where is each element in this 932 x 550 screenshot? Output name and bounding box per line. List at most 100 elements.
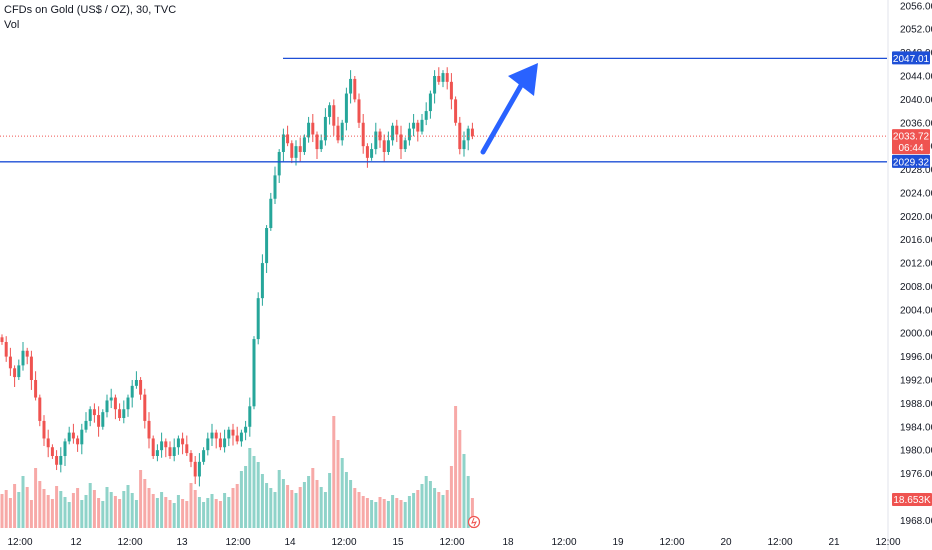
candle: [202, 447, 206, 465]
candles: [0, 67, 474, 487]
volume-bar: [340, 458, 344, 528]
candle: [151, 435, 155, 459]
volume-bar: [143, 479, 147, 528]
candle: [210, 423, 214, 447]
volume-bar: [97, 498, 101, 528]
candle: [466, 125, 470, 151]
volume-bar: [286, 485, 290, 528]
candle: [424, 102, 428, 126]
candle: [269, 192, 273, 231]
price-tick: 1984.00: [900, 422, 932, 433]
time-tick: 12:00: [225, 537, 250, 548]
candle: [248, 397, 252, 437]
clock-icon[interactable]: [467, 515, 481, 529]
volume-bar: [454, 406, 458, 528]
volume-bar: [101, 501, 105, 528]
candle: [323, 108, 327, 146]
candle: [239, 429, 243, 447]
candle: [332, 99, 336, 136]
volume-bar: [151, 494, 155, 528]
candle: [88, 406, 92, 427]
volume-bar: [130, 493, 134, 528]
candle: [185, 435, 189, 456]
volume-bar: [189, 483, 193, 528]
volume-bar: [349, 480, 353, 528]
volume-bar: [202, 502, 206, 528]
candle: [365, 143, 369, 168]
time-tick: 12:00: [331, 537, 356, 548]
candle: [181, 432, 185, 455]
level-tag-lower: [892, 154, 930, 168]
volume-bar: [407, 496, 411, 528]
volume-bar: [67, 502, 71, 528]
volume-bar: [231, 488, 235, 528]
candle: [84, 412, 88, 433]
volume-bar: [4, 490, 8, 528]
volume-bar: [466, 476, 470, 528]
candle: [441, 70, 445, 88]
candle: [214, 429, 218, 449]
candle: [218, 432, 222, 451]
candle: [273, 166, 277, 205]
level-tag-upper-text: 2047.01: [893, 54, 930, 65]
volume-bar: [353, 488, 357, 528]
time-tick: 12:00: [875, 537, 900, 548]
level-tag-upper: [892, 51, 930, 65]
volume-bar: [281, 479, 285, 528]
volume-bar: [147, 488, 151, 528]
volume-bar: [273, 492, 277, 528]
candle: [235, 426, 239, 445]
volume-bar: [227, 497, 231, 528]
price-tick: 2028.00: [900, 165, 932, 176]
candle: [113, 394, 117, 420]
volume-bar: [370, 500, 374, 528]
candle: [449, 73, 453, 110]
candle: [160, 432, 164, 458]
candle: [260, 254, 264, 306]
price-tick: 2040.00: [900, 95, 932, 106]
arrow-shaft[interactable]: [480, 79, 526, 155]
volume-bar: [17, 492, 21, 528]
time-tick: 15: [392, 537, 404, 548]
volume-bar: [155, 498, 159, 528]
candle: [315, 131, 319, 160]
volume-bar: [458, 430, 462, 528]
candle: [256, 292, 260, 345]
candle: [361, 114, 365, 154]
volume-bar: [328, 473, 332, 528]
price-tick: 2052.00: [900, 25, 932, 36]
volume-bars: [0, 406, 474, 528]
volume-bar: [428, 481, 432, 528]
candle: [302, 134, 306, 155]
candle: [433, 70, 437, 104]
arrow-head[interactable]: [508, 63, 538, 96]
volume-bar: [449, 466, 453, 528]
volume-bar: [412, 493, 416, 528]
volume-bar: [25, 487, 29, 528]
candle: [92, 403, 96, 423]
price-tick: 2044.00: [900, 72, 932, 83]
volume-bar: [441, 495, 445, 528]
candle: [134, 371, 138, 389]
volume-bar: [109, 492, 113, 528]
price-axis: 2056.002052.002048.002044.002040.002036.…: [887, 0, 932, 550]
candle: [382, 134, 386, 162]
volume-bar: [382, 499, 386, 528]
price-tick: 2036.00: [900, 118, 932, 129]
price-tick: 2016.00: [900, 235, 932, 246]
candle: [67, 426, 71, 445]
time-tick: 19: [612, 537, 624, 548]
time-tick: 13: [176, 537, 188, 548]
candle: [71, 423, 75, 444]
candle: [344, 87, 348, 131]
candle: [13, 365, 17, 388]
candle: [21, 342, 25, 371]
volume-bar: [197, 497, 201, 528]
volume-bar: [298, 487, 302, 528]
volume-bar: [168, 500, 172, 528]
time-tick: 12:00: [767, 537, 792, 548]
volume-bar: [378, 497, 382, 528]
price-tick: 2056.00: [900, 1, 932, 12]
price-tick: 1988.00: [900, 399, 932, 410]
